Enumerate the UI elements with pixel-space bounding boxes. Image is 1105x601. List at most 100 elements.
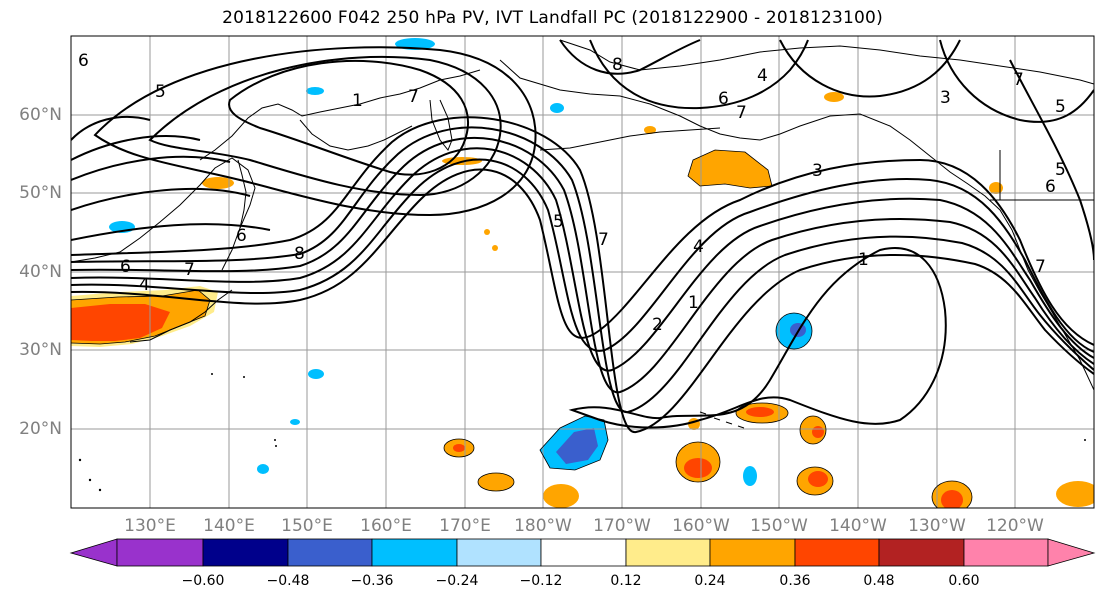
contour-label: 4 <box>139 275 150 295</box>
contour-label: 3 <box>812 161 823 181</box>
lon-label: 160°E <box>360 516 412 536</box>
shading-negative-west-3 <box>257 464 269 474</box>
colorbar-tick-label: 0.60 <box>948 573 980 589</box>
pv-contour-ridge-3 <box>93 46 537 217</box>
shading-outlines <box>71 149 973 508</box>
pv-contour-west <box>71 116 151 141</box>
pv-contour-west-4 <box>71 187 251 211</box>
lon-label: 120°W <box>986 516 1044 536</box>
colorbar-tick-label: 0.48 <box>863 573 895 589</box>
contour-label: 3 <box>940 88 951 108</box>
lon-label: 130°E <box>124 516 176 536</box>
pv-contour-6 <box>71 116 1094 433</box>
contour-label: 7 <box>598 230 609 250</box>
lat-label: 60°N <box>19 105 62 125</box>
shading-positive-bering <box>644 126 656 134</box>
shading-positive-east-asia-core <box>71 304 170 341</box>
shading-positive-south-1 <box>478 473 514 491</box>
coast-sakhalin <box>237 159 247 229</box>
contour-label: 2 <box>652 315 663 335</box>
colorbar-bin <box>878 538 965 567</box>
pv-contour-4 <box>71 136 1094 394</box>
shading-positive-hawaii-core <box>684 458 712 478</box>
shading-positive-east-2-core <box>808 471 828 487</box>
contour-label: 7 <box>408 87 419 107</box>
shading-negative-west-1 <box>308 369 324 379</box>
shading-negative-north-2 <box>306 87 324 95</box>
colorbar-tick-label: −0.60 <box>181 573 225 589</box>
shading-negative-west-2 <box>290 419 300 425</box>
colorbar-bin <box>963 538 1049 567</box>
colorbar-bin <box>371 538 458 567</box>
contour-label: 6 <box>718 89 729 109</box>
pv-contour-ridge-2 <box>148 55 502 197</box>
pv-contour-north-2 <box>589 39 809 110</box>
lon-label: 180°W <box>514 516 572 536</box>
colorbar-bin <box>625 538 711 567</box>
colorbar-tick-label: 0.12 <box>610 573 642 589</box>
lat-label: 40°N <box>19 262 62 282</box>
contour-label: 7 <box>1013 70 1024 90</box>
contour-label: 1 <box>858 250 869 270</box>
contour-label: 8 <box>294 244 305 264</box>
pv-contour-5 <box>71 126 1094 414</box>
shading-positive-ne-hawaii-core <box>746 407 774 417</box>
contour-labels: 6 5 1 7 8 4 6 7 3 3 5 6 7 6 4 7 8 5 7 4 … <box>78 51 1066 335</box>
lon-label: 140°E <box>203 516 255 536</box>
coast-alaska <box>499 59 1094 391</box>
shading-negative-subtropical-core <box>556 428 598 464</box>
shading-negative-mid-core <box>790 323 806 337</box>
pv-contour-2 <box>71 158 1094 353</box>
colorbar-tick-label: −0.24 <box>435 573 479 589</box>
map-frame <box>70 35 1095 509</box>
colorbar-extend-right <box>1047 538 1096 567</box>
coast-hawaii <box>699 411 745 429</box>
colorbar-bin <box>709 538 796 567</box>
pv-contour-1 <box>71 158 1094 346</box>
shading-positive-se <box>1056 481 1094 507</box>
graticule <box>71 36 1094 508</box>
contour-label: 6 <box>236 226 247 246</box>
lat-label: 30°N <box>19 340 62 360</box>
colorbar-tick-label: 0.36 <box>779 573 811 589</box>
lon-label: 130°W <box>908 516 966 536</box>
colorbar-bin <box>456 538 542 567</box>
lon-label: 150°W <box>750 516 808 536</box>
contour-label: 6 <box>78 51 89 71</box>
contour-label: 1 <box>352 91 363 111</box>
colorbar-tick-label: −0.12 <box>519 573 563 589</box>
pv-contour-west-2 <box>71 135 201 161</box>
contour-label: 4 <box>693 237 704 257</box>
colorbar-bin <box>287 538 373 567</box>
coast-kamchatka <box>199 69 481 161</box>
small-islands <box>78 373 1086 492</box>
colorbar-bin <box>794 538 880 567</box>
contour-label: 7 <box>184 260 195 280</box>
chart-title: 2018122600 F042 250 hPa PV, IVT Landfall… <box>222 8 883 28</box>
lon-label: 150°E <box>281 516 333 536</box>
shading-negative-hawaii-e <box>743 466 757 486</box>
contour-label: 4 <box>757 66 768 86</box>
coast-north <box>559 39 1094 85</box>
contour-label: 7 <box>736 103 747 123</box>
shading-positive-tiny-2 <box>484 229 490 235</box>
pv-contour-trough <box>568 247 947 429</box>
pv-contours <box>71 39 1094 433</box>
shading-positive-sw-baja-core <box>941 490 963 508</box>
shading-positive-east-1-core <box>812 426 824 438</box>
shading-negative-north-3 <box>550 103 564 113</box>
pv-contour-ne-2 <box>939 39 1094 123</box>
shading-positive-gulf <box>688 150 772 188</box>
lon-label: 170°W <box>593 516 651 536</box>
contour-label: 6 <box>120 257 131 277</box>
contour-label: 5 <box>155 82 166 102</box>
colorbar-tick-label: −0.36 <box>350 573 394 589</box>
pv-contour-ne-3 <box>1009 59 1094 261</box>
colorbar-tick-label: 0.24 <box>694 573 726 589</box>
pv-contour-west-3 <box>71 155 231 181</box>
coast-asia <box>71 157 256 271</box>
colorbar-bin <box>116 538 204 567</box>
lat-label: 50°N <box>19 183 62 203</box>
contour-label: 5 <box>1055 160 1066 180</box>
